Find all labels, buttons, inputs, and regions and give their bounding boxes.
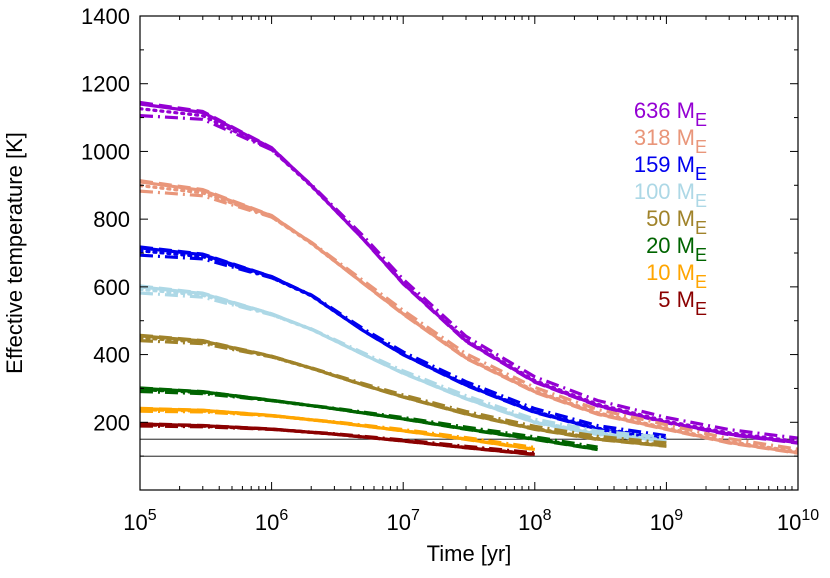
series-line-10-dash-dot bbox=[140, 409, 536, 450]
series-line-636-dashed bbox=[140, 100, 798, 445]
y-tick-label: 800 bbox=[93, 207, 130, 232]
series-layer bbox=[140, 100, 798, 457]
y-tick-label: 1000 bbox=[81, 139, 130, 164]
series-line-50-dashed bbox=[140, 333, 667, 448]
series-line-50-dash-dot bbox=[140, 339, 667, 445]
x-tick-label: 105 bbox=[123, 507, 156, 535]
series-line-318-dashed bbox=[140, 179, 798, 455]
series-line-636-dash-dot bbox=[140, 114, 798, 440]
series-line-159-dash-dot bbox=[140, 253, 667, 438]
series-line-100-dashed bbox=[140, 284, 667, 443]
y-tick-label: 1200 bbox=[81, 72, 130, 97]
y-axis-title: Effective temperature [K] bbox=[2, 132, 27, 374]
x-tick-label: 107 bbox=[387, 507, 420, 535]
x-tick-label: 108 bbox=[518, 507, 551, 535]
x-tick-label: 106 bbox=[255, 507, 288, 535]
y-tick-label: 1400 bbox=[81, 4, 130, 29]
x-axis-title: Time [yr] bbox=[427, 541, 512, 566]
y-tick-label: 600 bbox=[93, 275, 130, 300]
x-tick-label: 1010 bbox=[777, 507, 819, 535]
series-line-159-dashed bbox=[140, 245, 667, 442]
series-line-100-dash-dot bbox=[140, 291, 667, 440]
y-tick-label: 400 bbox=[93, 343, 130, 368]
y-tick-label: 200 bbox=[93, 410, 130, 435]
x-tick-label: 109 bbox=[650, 507, 683, 535]
series-line-318-dotted bbox=[140, 184, 798, 454]
series-line-5-dash-dot bbox=[140, 424, 535, 455]
series-line-318-dash-dot bbox=[140, 189, 798, 451]
axis-ticks: 200 400 600 800 1000 1200 1400 105 106 107 108 109 1… bbox=[81, 4, 819, 535]
series-line-20-dash-dot bbox=[140, 389, 598, 449]
